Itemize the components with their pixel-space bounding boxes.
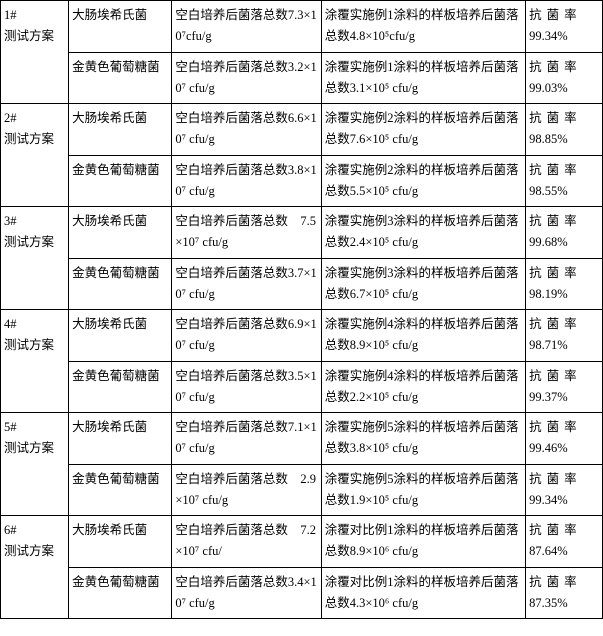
table-row: 金黄色葡萄糖菌空白培养后菌落总数3.8×10⁷ cfu/g涂覆实施例2涂料的样板… <box>1 155 603 207</box>
bacteria-cell: 大肠埃希氏菌 <box>69 207 172 259</box>
rate-value: 99.34% <box>529 29 568 43</box>
rate-value: 87.35% <box>529 596 568 610</box>
rate-cell: 抗菌率 99.34% <box>526 464 603 516</box>
rate-value: 99.68% <box>529 235 568 249</box>
coated-count-cell: 涂覆实施例3涂料的样板培养后菌落总数6.7×10⁵ cfu/g <box>321 258 525 310</box>
rate-cell: 抗菌率 99.68% <box>526 207 603 259</box>
table-row: 1# 测试方案大肠埃希氏菌空白培养后菌落总数7.3×10⁷cfu/g涂覆实施例1… <box>1 1 603 53</box>
rate-cell: 抗菌率 98.71% <box>526 310 603 362</box>
table-row: 3# 测试方案大肠埃希氏菌空白培养后菌落总数 7.5×10⁷ cfu/g涂覆实施… <box>1 207 603 259</box>
table-row: 金黄色葡萄糖菌空白培养后菌落总数3.5×10⁷ cfu/g涂覆实施例4涂料的样板… <box>1 361 603 413</box>
bacteria-cell: 金黄色葡萄糖菌 <box>69 361 172 413</box>
table-row: 金黄色葡萄糖菌空白培养后菌落总数3.7×10⁷ cfu/g涂覆实施例3涂料的样板… <box>1 258 603 310</box>
rate-value: 98.19% <box>529 287 568 301</box>
rate-label: 抗菌率 <box>529 317 582 331</box>
bacteria-cell: 大肠埃希氏菌 <box>69 413 172 465</box>
coated-count-cell: 涂覆实施例3涂料的样板培养后菌落总数2.4×10⁵ cfu/g <box>321 207 525 259</box>
bacteria-cell: 金黄色葡萄糖菌 <box>69 258 172 310</box>
blank-count-cell: 空白培养后菌落总数 7.2×10⁷ cfu/ <box>172 516 321 568</box>
table-row: 5# 测试方案大肠埃希氏菌空白培养后菌落总数7.1×10⁷ cfu/g涂覆实施例… <box>1 413 603 465</box>
rate-cell: 抗菌率 99.46% <box>526 413 603 465</box>
rate-label: 抗菌率 <box>529 472 582 486</box>
rate-label: 抗菌率 <box>529 420 582 434</box>
plan-cell: 5# 测试方案 <box>1 413 69 516</box>
coated-count-cell: 涂覆实施例4涂料的样板培养后菌落总数2.2×10⁵ cfu/g <box>321 361 525 413</box>
bacteria-cell: 金黄色葡萄糖菌 <box>69 155 172 207</box>
coated-count-cell: 涂覆实施例1涂料的样板培养后菌落总数4.8×10⁵cfu/g <box>321 1 525 53</box>
blank-count-cell: 空白培养后菌落总数7.1×10⁷ cfu/g <box>172 413 321 465</box>
rate-label: 抗菌率 <box>529 214 582 228</box>
blank-count-cell: 空白培养后菌落总数6.6×10⁷ cfu/g <box>172 104 321 156</box>
rate-label: 抗菌率 <box>529 575 582 589</box>
blank-count-cell: 空白培养后菌落总数 2.9×10⁷ cfu/g <box>172 464 321 516</box>
coated-count-cell: 涂覆实施例4涂料的样板培养后菌落总数8.9×10⁵ cfu/g <box>321 310 525 362</box>
table-row: 金黄色葡萄糖菌空白培养后菌落总数3.4×10⁷ cfu/g涂覆对比例1涂料的样板… <box>1 567 603 619</box>
table-row: 6# 测试方案大肠埃希氏菌空白培养后菌落总数 7.2×10⁷ cfu/涂覆对比例… <box>1 516 603 568</box>
rate-cell: 抗菌率 87.64% <box>526 516 603 568</box>
rate-cell: 抗菌率 99.34% <box>526 1 603 53</box>
bacteria-cell: 大肠埃希氏菌 <box>69 1 172 53</box>
rate-cell: 抗菌率 98.55% <box>526 155 603 207</box>
blank-count-cell: 空白培养后菌落总数6.9×10⁷ cfu/g <box>172 310 321 362</box>
rate-value: 98.85% <box>529 132 568 146</box>
plan-cell: 1# 测试方案 <box>1 1 69 104</box>
plan-cell: 2# 测试方案 <box>1 104 69 207</box>
rate-value: 87.64% <box>529 544 568 558</box>
rate-value: 99.46% <box>529 441 568 455</box>
coated-count-cell: 涂覆实施例5涂料的样板培养后菌落总数1.9×10⁵ cfu/g <box>321 464 525 516</box>
rate-value: 99.34% <box>529 493 568 507</box>
plan-cell: 4# 测试方案 <box>1 310 69 413</box>
blank-count-cell: 空白培养后菌落总数 7.5×10⁷ cfu/g <box>172 207 321 259</box>
bacteria-cell: 金黄色葡萄糖菌 <box>69 567 172 619</box>
coated-count-cell: 涂覆实施例5涂料的样板培养后菌落总数3.8×10⁵ cfu/g <box>321 413 525 465</box>
bacteria-cell: 大肠埃希氏菌 <box>69 516 172 568</box>
table-row: 金黄色葡萄糖菌空白培养后菌落总数3.2×10⁷ cfu/g涂覆实施例1涂料的样板… <box>1 52 603 104</box>
rate-label: 抗菌率 <box>529 369 582 383</box>
table-row: 4# 测试方案大肠埃希氏菌空白培养后菌落总数6.9×10⁷ cfu/g涂覆实施例… <box>1 310 603 362</box>
coated-count-cell: 涂覆对比例1涂料的样板培养后菌落总数8.9×10⁶ cfu/g <box>321 516 525 568</box>
blank-count-cell: 空白培养后菌落总数3.5×10⁷ cfu/g <box>172 361 321 413</box>
rate-label: 抗菌率 <box>529 111 582 125</box>
blank-count-cell: 空白培养后菌落总数3.8×10⁷ cfu/g <box>172 155 321 207</box>
rate-value: 99.03% <box>529 81 568 95</box>
rate-value: 98.71% <box>529 338 568 352</box>
blank-count-cell: 空白培养后菌落总数3.4×10⁷ cfu/g <box>172 567 321 619</box>
bacteria-cell: 金黄色葡萄糖菌 <box>69 464 172 516</box>
rate-label: 抗菌率 <box>529 266 582 280</box>
table-row: 2# 测试方案大肠埃希氏菌空白培养后菌落总数6.6×10⁷ cfu/g涂覆实施例… <box>1 104 603 156</box>
rate-cell: 抗菌率 98.85% <box>526 104 603 156</box>
rate-cell: 抗菌率 98.19% <box>526 258 603 310</box>
table-row: 金黄色葡萄糖菌空白培养后菌落总数 2.9×10⁷ cfu/g涂覆实施例5涂料的样… <box>1 464 603 516</box>
rate-value: 99.37% <box>529 390 568 404</box>
plan-cell: 6# 测试方案 <box>1 516 69 619</box>
rate-cell: 抗菌率 99.03% <box>526 52 603 104</box>
bacteria-cell: 金黄色葡萄糖菌 <box>69 52 172 104</box>
bacteria-cell: 大肠埃希氏菌 <box>69 310 172 362</box>
rate-cell: 抗菌率 87.35% <box>526 567 603 619</box>
plan-cell: 3# 测试方案 <box>1 207 69 310</box>
blank-count-cell: 空白培养后菌落总数7.3×10⁷cfu/g <box>172 1 321 53</box>
bacteria-cell: 大肠埃希氏菌 <box>69 104 172 156</box>
results-table: 1# 测试方案大肠埃希氏菌空白培养后菌落总数7.3×10⁷cfu/g涂覆实施例1… <box>0 0 603 619</box>
rate-value: 98.55% <box>529 184 568 198</box>
rate-label: 抗菌率 <box>529 163 582 177</box>
blank-count-cell: 空白培养后菌落总数3.2×10⁷ cfu/g <box>172 52 321 104</box>
coated-count-cell: 涂覆实施例2涂料的样板培养后菌落总数7.6×10⁵ cfu/g <box>321 104 525 156</box>
coated-count-cell: 涂覆实施例2涂料的样板培养后菌落总数5.5×10⁵ cfu/g <box>321 155 525 207</box>
coated-count-cell: 涂覆实施例1涂料的样板培养后菌落总数3.1×10⁵ cfu/g <box>321 52 525 104</box>
rate-cell: 抗菌率 99.37% <box>526 361 603 413</box>
rate-label: 抗菌率 <box>529 8 582 22</box>
rate-label: 抗菌率 <box>529 60 582 74</box>
coated-count-cell: 涂覆对比例1涂料的样板培养后菌落总数4.3×10⁶ cfu/g <box>321 567 525 619</box>
rate-label: 抗菌率 <box>529 523 582 537</box>
blank-count-cell: 空白培养后菌落总数3.7×10⁷ cfu/g <box>172 258 321 310</box>
